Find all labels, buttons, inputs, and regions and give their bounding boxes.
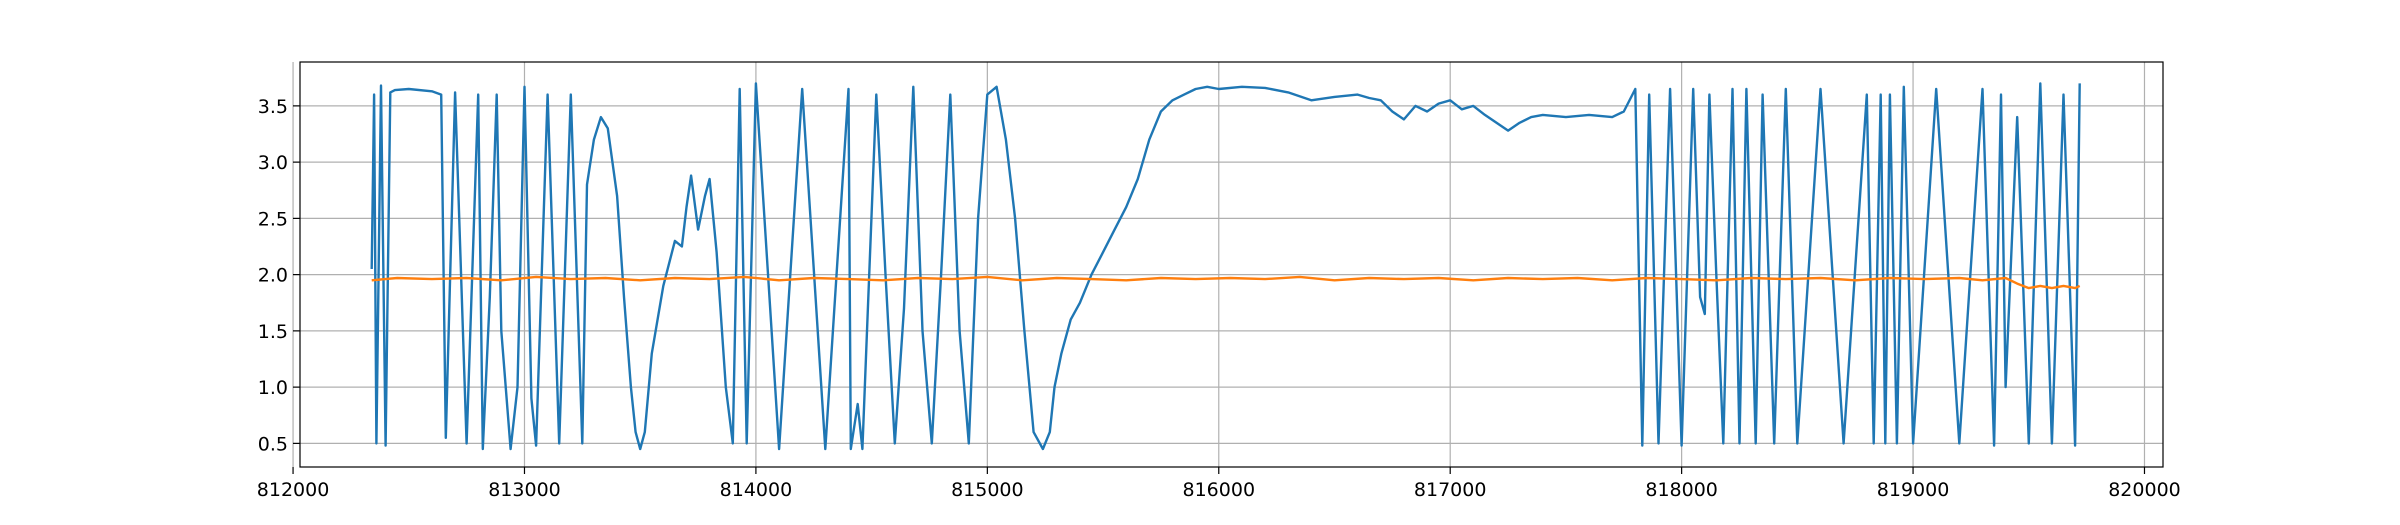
grid xyxy=(292,62,2163,467)
x-axis: 812000 813000 814000 815000 816000 817000 8180… xyxy=(257,467,2181,501)
y-tick-label: 3.5 xyxy=(258,96,288,118)
y-tick-label: 1.0 xyxy=(258,377,288,399)
x-tick-label: 819000 xyxy=(1877,479,1950,501)
y-tick-label: 3.0 xyxy=(258,152,288,174)
plot-frame xyxy=(299,61,2164,468)
x-tick-label: 818000 xyxy=(1645,479,1718,501)
x-tick-label: 817000 xyxy=(1414,479,1487,501)
x-tick-label: 815000 xyxy=(951,479,1024,501)
x-tick-label: 812000 xyxy=(257,479,330,501)
x-tick-label: 820000 xyxy=(2108,479,2181,501)
y-axis: 0.5 1.0 1.5 2.0 2.5 3.0 3.5 xyxy=(258,96,300,455)
x-tick-label: 814000 xyxy=(720,479,793,501)
series-line-2 xyxy=(371,275,2081,290)
series-line-1 xyxy=(370,82,2081,451)
x-tick-label: 813000 xyxy=(488,479,561,501)
series-layer xyxy=(370,82,2081,451)
y-tick-label: 1.5 xyxy=(258,321,288,343)
y-tick-label: 2.5 xyxy=(258,208,288,230)
y-tick-label: 0.5 xyxy=(258,433,288,455)
x-tick-label: 816000 xyxy=(1183,479,1256,501)
y-tick-label: 2.0 xyxy=(258,265,288,287)
